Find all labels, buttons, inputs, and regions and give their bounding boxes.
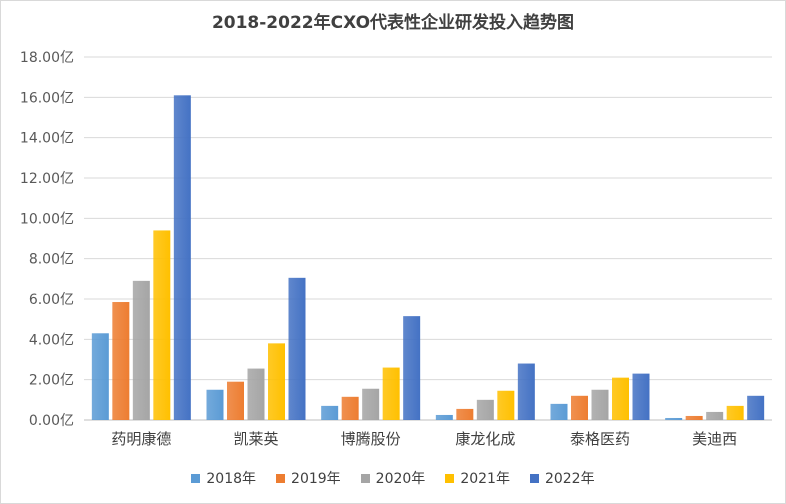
legend-item: 2021年 xyxy=(445,468,510,488)
y-tick-label: 16.00亿 xyxy=(20,90,74,106)
y-tick-label: 4.00亿 xyxy=(29,332,74,348)
bar-2020年 xyxy=(706,411,724,420)
bar-2018年 xyxy=(550,403,568,420)
legend-item: 2020年 xyxy=(360,468,426,488)
bar-group xyxy=(91,95,191,421)
y-tick-label: 6.00亿 xyxy=(29,292,74,308)
bar-2018年 xyxy=(91,333,109,420)
legend-item: 2019年 xyxy=(276,468,341,488)
bar-2020年 xyxy=(132,280,150,420)
chart-title: 2018-2022年CXO代表性企业研发投入趋势图 xyxy=(211,13,575,33)
bar-group xyxy=(435,363,535,420)
bar-group xyxy=(321,316,421,420)
x-tick-label: 药明康德 xyxy=(111,430,171,448)
x-tick-label: 凯莱英 xyxy=(233,430,278,448)
y-tick-label: 12.00亿 xyxy=(20,171,74,187)
bar-2022年 xyxy=(747,395,765,420)
legend-label: 2018年 xyxy=(206,471,257,487)
y-axis-tick-labels: 0.00亿 2.00亿 4.00亿 6.00亿 8.00亿 10.00亿 12.00亿 14.… xyxy=(20,50,74,429)
bar-group xyxy=(665,395,765,420)
bar-2022年 xyxy=(517,363,535,420)
bar-2019年 xyxy=(571,395,588,420)
bar-2022年 xyxy=(403,316,421,420)
gridlines xyxy=(84,56,772,421)
bar-group xyxy=(550,373,650,420)
x-tick-label: 泰格医药 xyxy=(570,430,630,448)
bar-2021年 xyxy=(268,343,285,420)
bar-2019年 xyxy=(456,408,474,420)
bar-2018年 xyxy=(321,405,339,420)
x-tick-label: 博腾股份 xyxy=(341,430,401,448)
bar-2018年 xyxy=(435,414,453,420)
x-axis-tick-labels: 药明康德 凯莱英 博腾股份 康龙化成 泰格医药 美迪西 xyxy=(111,430,737,448)
legend-label: 2020年 xyxy=(375,471,426,487)
legend-swatch xyxy=(276,473,286,483)
legend-item: 2022年 xyxy=(529,468,595,488)
y-tick-label: 10.00亿 xyxy=(20,211,74,227)
bar-2018年 xyxy=(665,417,683,420)
bar-2019年 xyxy=(685,415,703,420)
bar-2019年 xyxy=(227,381,244,420)
bar-2021年 xyxy=(726,405,744,420)
bar-2021年 xyxy=(612,377,629,420)
y-tick-label: 2.00亿 xyxy=(29,373,74,389)
y-tick-label: 8.00亿 xyxy=(29,252,74,268)
bar-2021年 xyxy=(153,230,171,420)
bars xyxy=(91,95,765,421)
bar-2020年 xyxy=(247,368,265,420)
y-tick-label: 18.00亿 xyxy=(20,50,74,66)
bar-2020年 xyxy=(476,399,494,420)
legend-label: 2019年 xyxy=(291,471,341,487)
bar-2022年 xyxy=(632,373,650,420)
y-tick-label: 0.00亿 xyxy=(29,413,74,429)
bar-2019年 xyxy=(112,302,130,420)
x-tick-label: 康龙化成 xyxy=(455,430,515,448)
bar-2020年 xyxy=(362,388,380,420)
bar-2019年 xyxy=(341,396,359,420)
y-tick-label: 14.00亿 xyxy=(20,131,74,147)
bar-2022年 xyxy=(288,277,306,420)
legend-label: 2021年 xyxy=(460,471,510,487)
bar-2021年 xyxy=(497,390,515,420)
bar-group xyxy=(206,277,306,420)
x-tick-label: 美迪西 xyxy=(692,430,737,448)
legend-swatch xyxy=(191,473,201,483)
legend-swatch xyxy=(529,473,539,483)
bar-2020年 xyxy=(591,389,609,420)
bar-2021年 xyxy=(382,367,400,420)
bar-2022年 xyxy=(173,95,191,421)
legend: 2018年 2019年 2020年 2021年 2022年 xyxy=(0,468,786,488)
legend-swatch xyxy=(445,473,455,483)
legend-label: 2022年 xyxy=(544,471,595,487)
bar-2018年 xyxy=(206,389,224,420)
legend-item: 2018年 xyxy=(191,468,256,488)
legend-swatch xyxy=(360,473,370,483)
